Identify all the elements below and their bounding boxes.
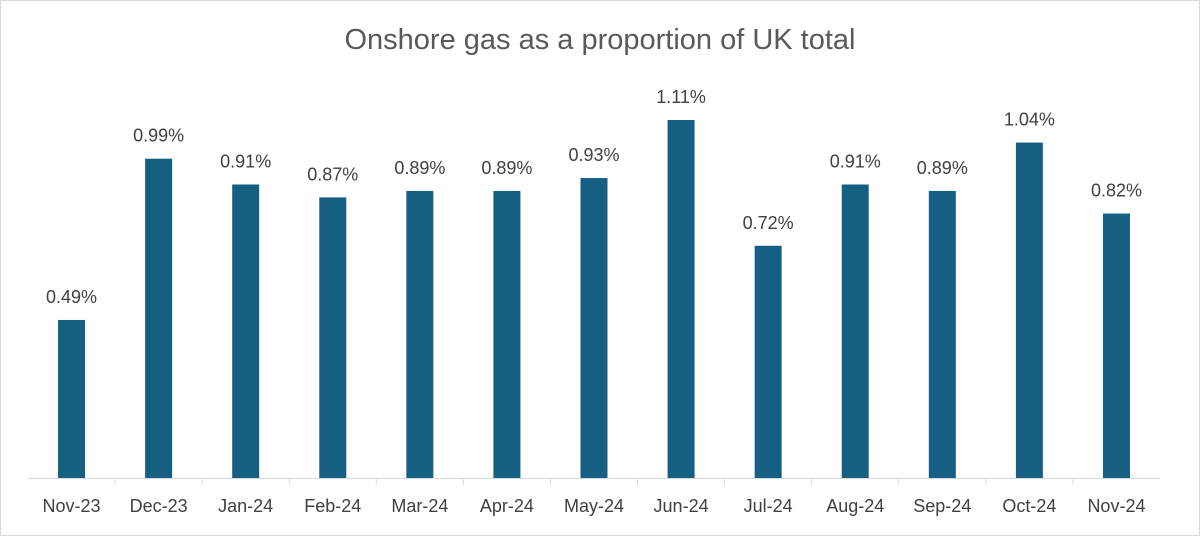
x-tick-labels-group: Nov-23 Dec-23 Jan-24 Feb-24 Mar-24 Apr-24 May-… — [43, 478, 1145, 516]
data-label-may-24: 0.93% — [568, 145, 619, 165]
data-label-apr-24: 0.89% — [481, 158, 532, 178]
x-tick-label-oct-24: Oct-24 — [1002, 496, 1056, 516]
data-label-oct-24: 1.04% — [1004, 110, 1055, 130]
data-label-mar-24: 0.89% — [394, 158, 445, 178]
bar-nov-24 — [1102, 213, 1130, 478]
data-label-jan-24: 0.91% — [220, 152, 271, 172]
bar-may-24 — [580, 178, 608, 478]
x-tick-label-jul-24: Jul-24 — [744, 496, 793, 516]
bar-jan-24 — [232, 184, 260, 478]
data-label-nov-23: 0.49% — [46, 287, 97, 307]
x-tick-label-sep-24: Sep-24 — [913, 496, 971, 516]
x-tick-label-jun-24: Jun-24 — [654, 496, 709, 516]
x-tick-label-nov-24: Nov-24 — [1087, 496, 1145, 516]
data-label-feb-24: 0.87% — [307, 164, 358, 184]
data-label-nov-24: 0.82% — [1091, 181, 1142, 201]
x-tick-label-feb-24: Feb-24 — [304, 496, 361, 516]
bar-sep-24 — [928, 190, 956, 478]
x-tick-label-jan-24: Jan-24 — [218, 496, 273, 516]
bar-oct-24 — [1015, 142, 1043, 478]
x-tick-label-aug-24: Aug-24 — [826, 496, 884, 516]
bar-dec-23 — [145, 158, 173, 478]
x-tick-label-nov-23: Nov-23 — [43, 496, 101, 516]
data-label-aug-24: 0.91% — [830, 152, 881, 172]
x-tick-label-mar-24: Mar-24 — [391, 496, 448, 516]
data-labels-group: 0.49% 0.99% 0.91% 0.87% 0.89% 0.89% 0.93% 1.11%… — [46, 87, 1142, 307]
data-label-jul-24: 0.72% — [743, 213, 794, 233]
bars-group — [58, 120, 1130, 479]
bar-apr-24 — [493, 190, 521, 478]
chart-title: Onshore gas as a proportion of UK total — [344, 24, 856, 56]
data-label-sep-24: 0.89% — [917, 158, 968, 178]
x-tick-label-may-24: May-24 — [564, 496, 624, 516]
x-tick-label-apr-24: Apr-24 — [480, 496, 534, 516]
bar-mar-24 — [406, 190, 434, 478]
bar-nov-23 — [58, 319, 86, 478]
data-label-dec-23: 0.99% — [133, 126, 184, 146]
bar-feb-24 — [319, 197, 347, 479]
bar-jun-24 — [667, 120, 695, 478]
bar-jul-24 — [754, 245, 782, 478]
x-tick-label-dec-23: Dec-23 — [130, 496, 188, 516]
bar-aug-24 — [841, 184, 869, 478]
data-label-jun-24: 1.11% — [656, 87, 706, 107]
